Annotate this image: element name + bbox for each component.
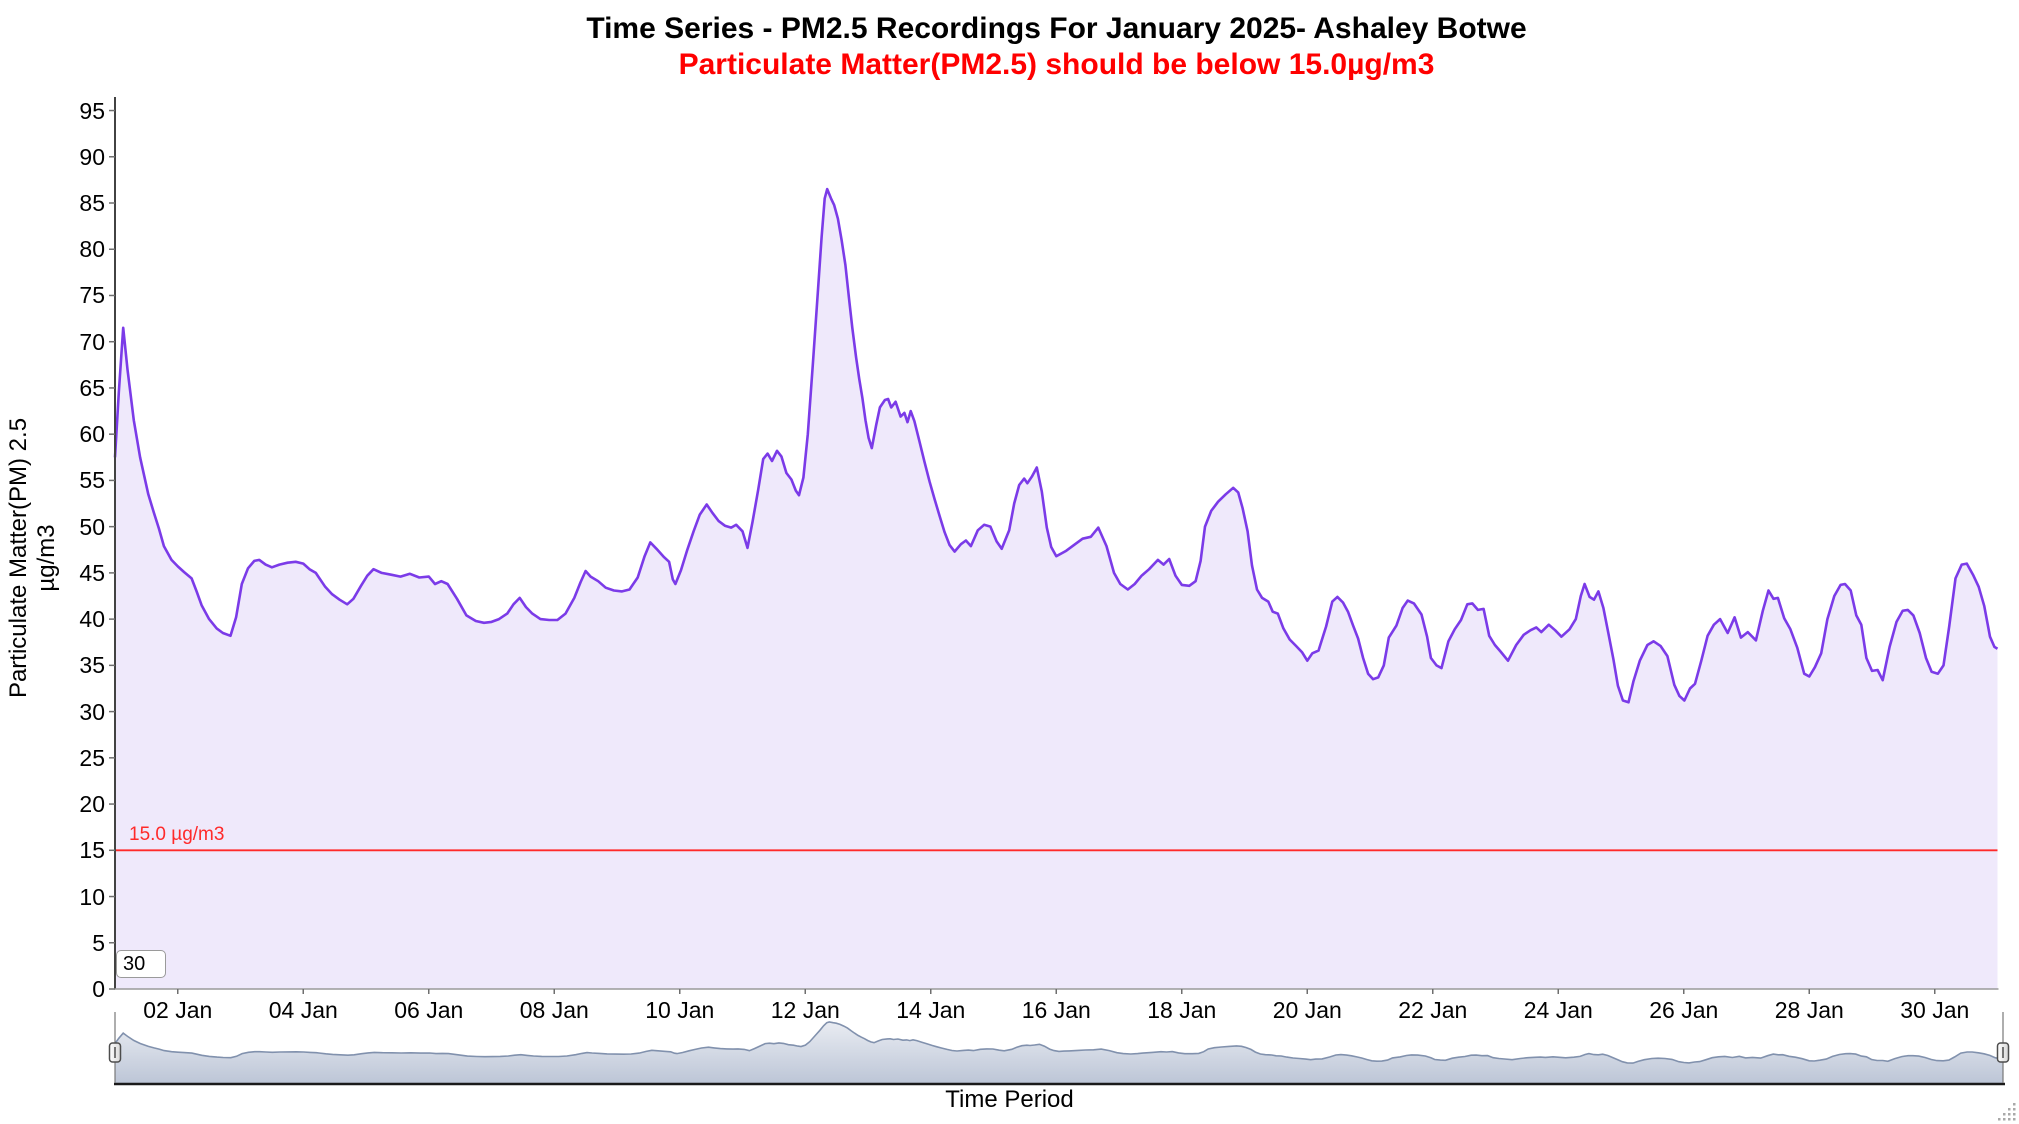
resize-grip-dot — [2008, 1108, 2011, 1111]
resize-grip-dot — [2013, 1108, 2016, 1111]
limit-line-label: 15.0 µg/m3 — [129, 824, 225, 845]
chart-subtitle: Particulate Matter(PM2.5) should be belo… — [678, 48, 1435, 81]
main-series-line — [113, 187, 1999, 704]
x-axis-title: Time Period — [945, 1086, 1074, 1113]
navigator-series-area[interactable] — [115, 1022, 2003, 1083]
roll-period-input[interactable] — [116, 950, 166, 978]
resize-grip-dot — [2013, 1113, 2016, 1116]
navigator-series-line — [114, 1021, 2004, 1064]
resize-grip-dot — [2003, 1113, 2006, 1116]
resize-grip-dot — [2008, 1118, 2011, 1121]
chart-title: Time Series - PM2.5 Recordings For Janua… — [586, 12, 1527, 45]
resize-grip-dot — [2003, 1118, 2006, 1121]
main-series-area — [115, 189, 1998, 990]
resize-grip-dot — [2008, 1113, 2011, 1116]
resize-grip-dot[interactable] — [2013, 1118, 2016, 1121]
resize-grip-dot — [2013, 1103, 2016, 1106]
resize-grip-dot — [1998, 1118, 2001, 1121]
